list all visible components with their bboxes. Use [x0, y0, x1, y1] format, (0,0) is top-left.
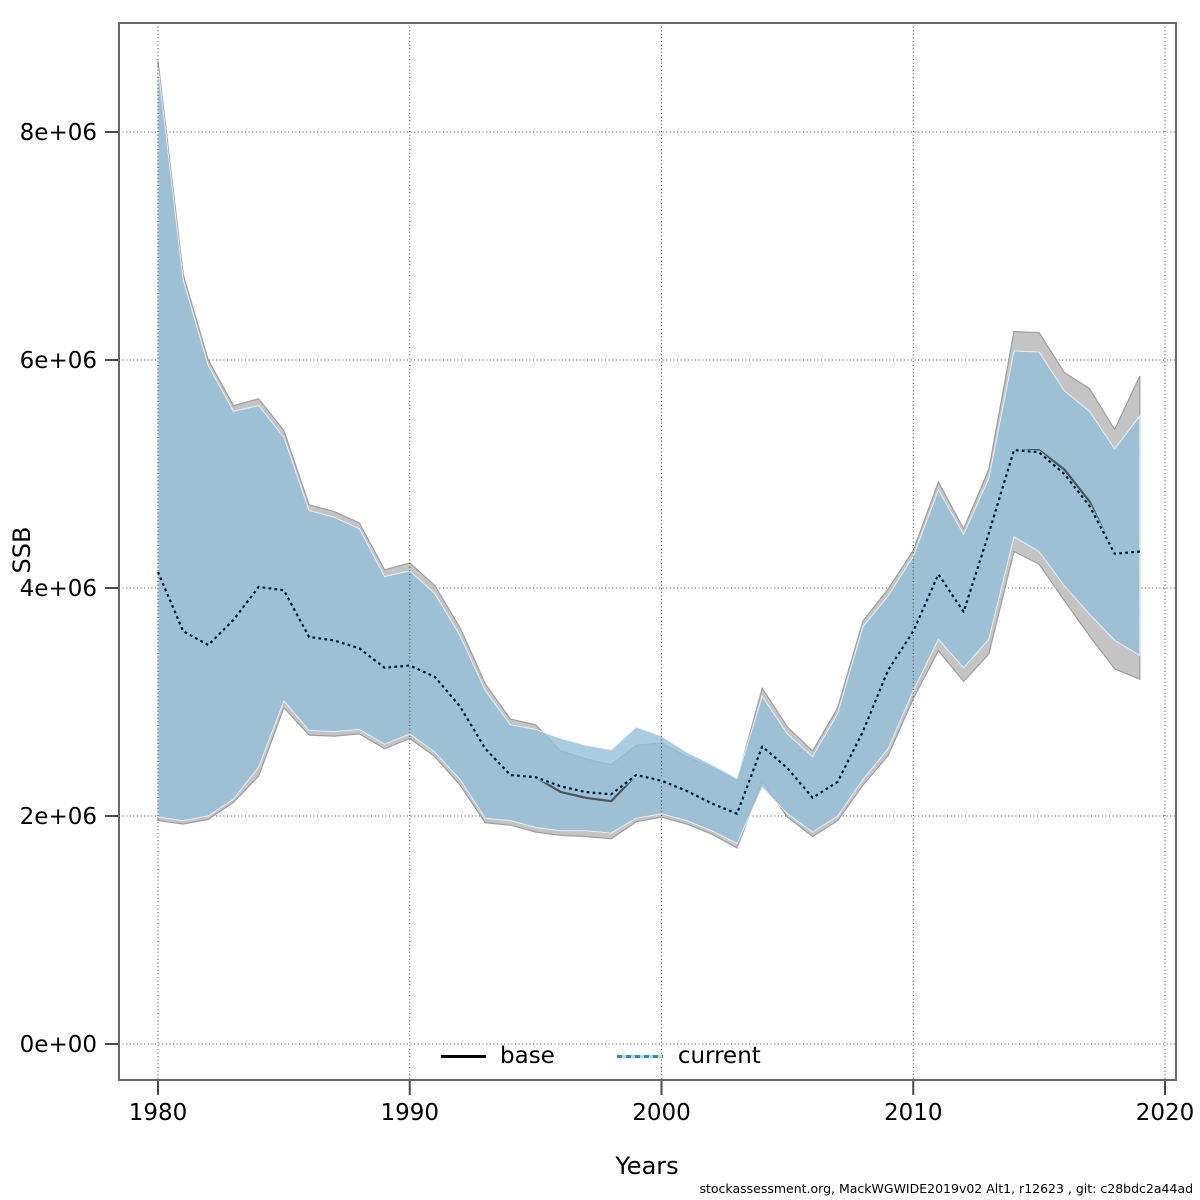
y-tick-label-0e+00: 0e+00	[20, 1032, 97, 1058]
legend-label-current: current	[677, 1043, 761, 1069]
x-axis-title: Years	[615, 1152, 679, 1180]
y-tick-label-6e+06: 6e+06	[20, 348, 97, 374]
legend: base current	[441, 1041, 761, 1071]
axis-ticks: 1980 1990 2000 2010 2020 0e+00 2e+06 4e+06 6e+06…	[20, 120, 1195, 1126]
x-tick-label-2010: 2010	[884, 1100, 943, 1126]
y-tick-label-2e+06: 2e+06	[20, 804, 97, 830]
y-tick-label-4e+06: 4e+06	[20, 576, 97, 602]
x-tick-label-2000: 2000	[632, 1100, 691, 1126]
legend-label-base: base	[500, 1043, 555, 1069]
current-confidence-band	[157, 66, 1141, 845]
y-axis-title: SSB	[8, 526, 36, 574]
x-tick-label-1990: 1990	[380, 1100, 439, 1126]
x-tick-label-2020: 2020	[1136, 1100, 1195, 1126]
x-tick-label-1980: 1980	[129, 1100, 188, 1126]
legend-current-line-icon	[616, 1054, 663, 1058]
plot-border	[118, 22, 1177, 1081]
source-caption: stockassessment.org, MackWGWIDE2019v02 A…	[699, 1181, 1194, 1196]
current-median-line	[156, 449, 1140, 815]
legend-base-line-icon	[441, 1054, 486, 1058]
y-tick-label-8e+06: 8e+06	[20, 120, 97, 146]
